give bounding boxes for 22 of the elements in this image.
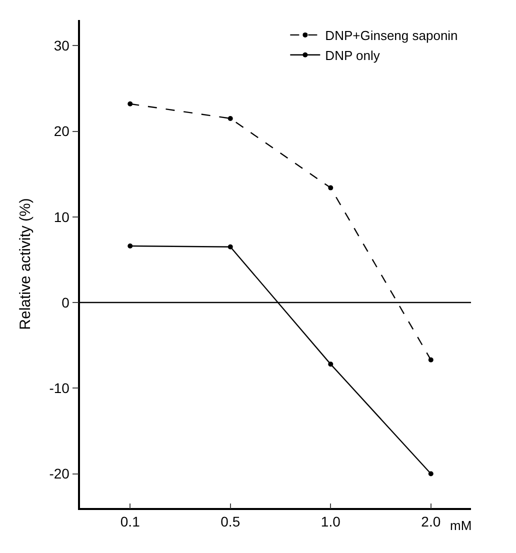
point (428, 357, 434, 362)
y-tick-label: -20 (49, 466, 70, 482)
y-tick-label: 20 (54, 123, 70, 140)
point (228, 244, 233, 250)
legend-label: DNP only (325, 48, 380, 63)
y-tick-label: -10 (49, 380, 70, 396)
point (228, 116, 233, 121)
point (128, 101, 133, 106)
point (328, 362, 334, 367)
x-tick-label: 0.1 (120, 514, 140, 530)
y-tick-label: 30 (54, 38, 70, 54)
point (428, 471, 434, 476)
y-axis-title: Relative activity (%) (16, 198, 34, 330)
x-tick-label: 2.0 (421, 514, 441, 530)
y-tick-label: 0 (62, 294, 70, 310)
x-tick-label: 1.0 (320, 514, 341, 530)
point (328, 185, 334, 190)
legend-label: DNP+Ginseng saponin (325, 28, 458, 44)
x-tick-label: 0.5 (220, 514, 240, 530)
x-axis-title: mM (450, 518, 472, 533)
y-tick-label: 10 (54, 208, 70, 225)
point (128, 244, 133, 249)
